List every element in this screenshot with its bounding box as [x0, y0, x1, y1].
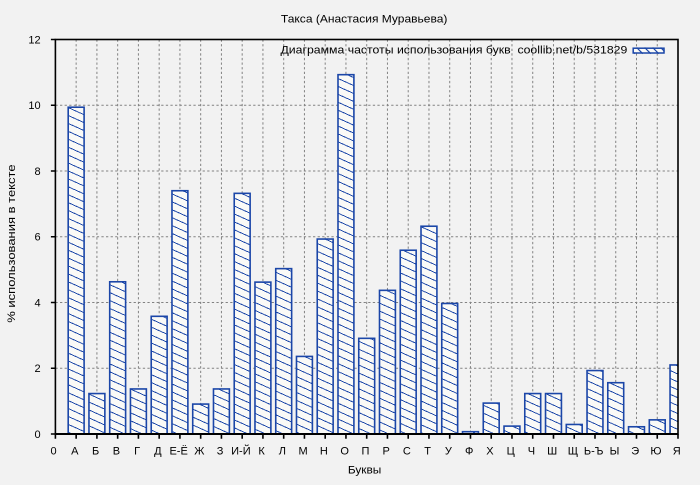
- svg-text:Г: Г: [134, 445, 140, 457]
- svg-text:Ч: Ч: [528, 445, 535, 457]
- svg-text:Д: Д: [154, 445, 162, 457]
- svg-text:Я: Я: [673, 445, 681, 457]
- svg-text:10: 10: [28, 100, 40, 112]
- svg-text:З: З: [217, 445, 224, 457]
- svg-text:Э: Э: [631, 445, 639, 457]
- svg-text:Буквы: Буквы: [348, 465, 382, 477]
- svg-text:К: К: [258, 445, 265, 457]
- svg-text:Т: Т: [424, 445, 431, 457]
- svg-text:П: П: [361, 445, 369, 457]
- svg-text:А: А: [71, 445, 79, 457]
- svg-text:Ь-Ъ: Ь-Ъ: [584, 445, 604, 457]
- svg-text:У: У: [445, 445, 453, 457]
- svg-text:Н: Н: [320, 445, 328, 457]
- svg-text:Х: Х: [486, 445, 494, 457]
- svg-text:Ф: Ф: [465, 445, 473, 457]
- svg-text:Такса (Анастасия Муравьева): Такса (Анастасия Муравьева): [281, 14, 448, 26]
- svg-text:6: 6: [34, 232, 40, 244]
- svg-text:8: 8: [34, 166, 40, 178]
- svg-text:О: О: [340, 445, 349, 457]
- svg-text:4: 4: [34, 297, 40, 309]
- svg-text:Р: Р: [382, 445, 389, 457]
- svg-text:Ж: Ж: [194, 445, 204, 457]
- svg-text:М: М: [299, 445, 308, 457]
- svg-text:Е-Ё: Е-Ё: [169, 445, 187, 457]
- svg-text:% использования в тексте: % использования в тексте: [6, 164, 18, 322]
- svg-text:И-Й: И-Й: [231, 444, 250, 457]
- svg-text:С: С: [403, 445, 411, 457]
- svg-text:0: 0: [50, 445, 56, 457]
- svg-text:Ц: Ц: [507, 445, 515, 457]
- svg-text:Ш: Ш: [547, 445, 557, 457]
- svg-text:Б: Б: [92, 445, 99, 457]
- svg-text:0: 0: [34, 429, 40, 441]
- svg-text:Ю: Ю: [650, 445, 661, 457]
- svg-text:Щ: Щ: [568, 445, 578, 457]
- svg-text:В: В: [113, 445, 120, 457]
- svg-text:12: 12: [28, 34, 40, 46]
- svg-text:Ы: Ы: [610, 445, 620, 457]
- svg-text:Диаграмма частоты использовани: Диаграмма частоты использования букв coo…: [281, 45, 628, 57]
- svg-text:2: 2: [34, 363, 40, 375]
- svg-text:Л: Л: [279, 445, 286, 457]
